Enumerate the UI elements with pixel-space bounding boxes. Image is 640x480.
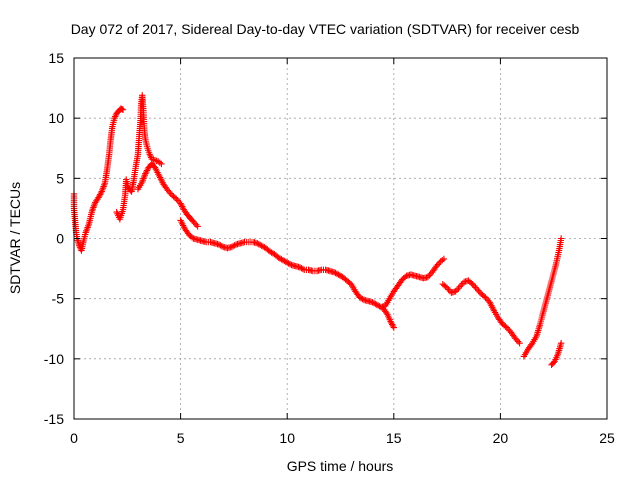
data-point [424,273,432,281]
data-point [158,160,165,168]
y-tick-label: 0 [56,231,64,247]
data-point [439,256,446,264]
data-point [389,322,397,330]
data-point [359,295,366,303]
y-tick-labels: 15 10 5 0 -5 -10 -15 [44,50,64,427]
data-point [516,339,523,347]
data-segment [439,277,523,347]
data-point [445,286,452,293]
y-tick-label: -5 [52,291,65,307]
data-point [298,264,305,272]
data-point [119,106,127,113]
x-axis-label: GPS time / hours [287,458,394,474]
data-point [442,283,449,290]
data-point [452,288,459,295]
data-point [436,259,443,267]
data-point [470,282,478,290]
data-point [440,255,448,263]
x-tick-label: 0 [70,430,78,446]
data-point [557,339,565,347]
data-point [390,324,397,331]
data-point [171,194,179,201]
y-axis-label: SDTVAR / TECUs [7,182,23,294]
data-point [472,284,479,291]
data-point [231,242,238,249]
data-point [455,285,462,292]
data-point [480,293,488,300]
y-tick-label: -10 [44,351,64,367]
chart-title: Day 072 of 2017, Sidereal Day-to-day VTE… [71,21,580,37]
data-point [458,281,465,289]
data-point [299,265,307,273]
x-tick-label: 15 [386,430,402,446]
data-segment [548,339,565,369]
x-tick-label: 25 [599,430,615,446]
data-segment [520,235,565,360]
y-tick-label: 10 [48,110,64,126]
data-point [194,223,201,230]
data-point [514,338,522,345]
data-point [475,287,482,294]
data-point [483,295,491,303]
axis-ticks [73,57,608,420]
data-point [456,283,464,290]
data-point [167,190,174,197]
data-point [502,323,509,330]
data-segment [134,160,201,230]
y-tick-label: 15 [48,50,64,66]
data-segment [177,217,448,311]
y-tick-label: -15 [44,411,64,427]
data-marks [70,92,565,369]
data-point [557,235,565,242]
y-tick-label: 5 [56,170,64,186]
x-tick-label: 20 [493,430,509,446]
data-point [286,260,294,268]
data-point [505,325,512,333]
data-segment [70,105,127,254]
data-point [476,289,483,296]
data-point [218,242,226,250]
data-point [174,197,181,204]
data-point [97,189,105,197]
data-point [528,341,535,348]
data-point [383,309,390,317]
x-tick-label: 5 [177,430,185,446]
x-tick-label: 10 [279,430,295,446]
data-segment [379,305,397,331]
x-tick-labels: 0 5 10 15 20 25 [70,430,615,446]
data-point [193,221,200,229]
data-point [118,105,126,113]
data-segment [113,92,165,223]
grid-lines [74,58,607,419]
data-point [473,285,481,293]
data-point [446,287,454,295]
data-point [468,279,475,287]
data-point [147,152,154,160]
